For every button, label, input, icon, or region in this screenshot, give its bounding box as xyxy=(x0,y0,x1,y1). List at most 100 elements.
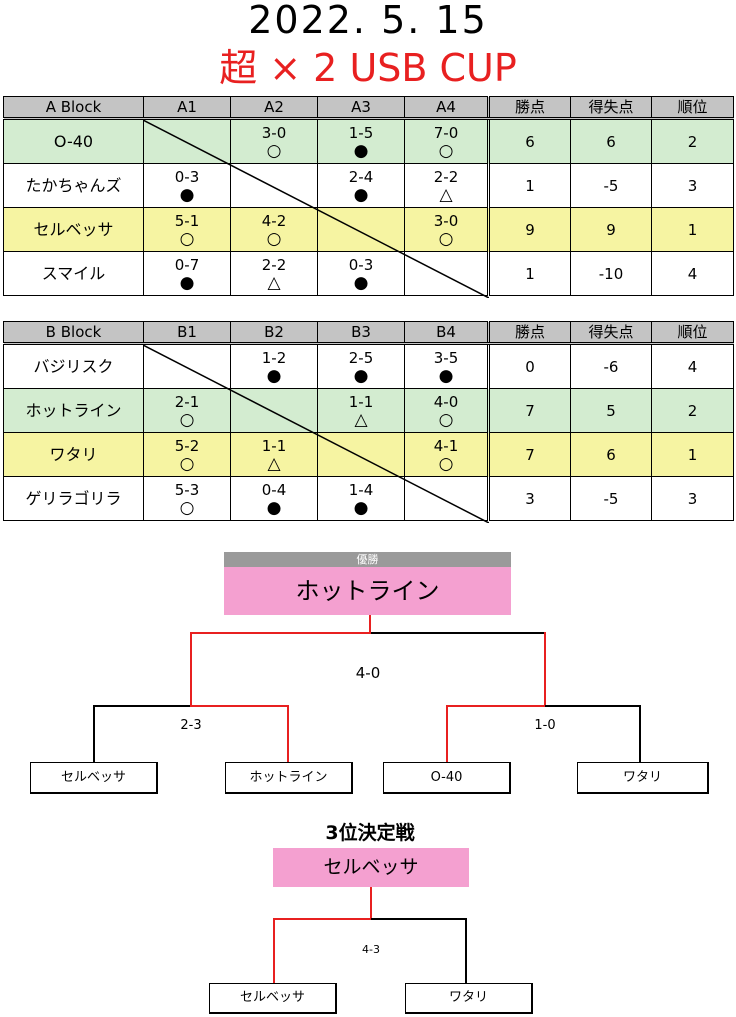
team-name: セルベッサ xyxy=(3,207,144,252)
team-points: 9 xyxy=(487,207,571,252)
bracket-team: セルベッサ xyxy=(30,762,158,794)
match-result: 2-1 ○ xyxy=(143,388,231,433)
team-diff: 6 xyxy=(570,432,652,477)
column-header: A2 xyxy=(230,96,318,120)
team-diff: -5 xyxy=(570,476,652,521)
team-name: ゲリラゴリラ xyxy=(3,476,144,521)
third-place-title: 3位決定戦 xyxy=(325,822,415,844)
result-mark: ○ xyxy=(179,228,195,249)
match-result: 1-1 △ xyxy=(230,432,318,477)
bracket-team: O-40 xyxy=(383,762,511,794)
team-points: 7 xyxy=(487,432,571,477)
team-rank: 4 xyxy=(651,343,734,389)
match-score: 2-5 xyxy=(348,348,374,367)
match-result: 0-3 ● xyxy=(143,163,231,208)
column-header: B2 xyxy=(230,321,318,345)
team-rank: 4 xyxy=(651,251,734,296)
team-diff: -10 xyxy=(570,251,652,296)
team-rank: 1 xyxy=(651,432,734,477)
result-mark: △ xyxy=(267,453,281,474)
match-result: 3-5 ● xyxy=(404,343,489,389)
column-header: 得失点 xyxy=(570,96,652,120)
result-mark: ● xyxy=(353,140,369,161)
team-points: 6 xyxy=(487,118,571,164)
match-result: 1-4 ● xyxy=(317,476,405,521)
team-name: たかちゃんズ xyxy=(3,163,144,208)
match-result xyxy=(317,432,405,477)
match-result xyxy=(143,118,231,164)
result-mark: ● xyxy=(179,184,195,205)
team-row: O-40 3-0 ○ 1-5 ● 7-0 ○ 6 6 2 xyxy=(3,118,734,164)
match-score: 1-2 xyxy=(261,348,287,367)
result-mark: ● xyxy=(353,497,369,518)
team-rank: 1 xyxy=(651,207,734,252)
result-mark: ● xyxy=(353,365,369,386)
match-score: 4-0 xyxy=(433,392,459,411)
result-mark: ○ xyxy=(438,409,454,430)
third-place-score: 4-3 xyxy=(362,943,380,956)
column-header: B1 xyxy=(143,321,231,345)
result-mark: ○ xyxy=(266,140,282,161)
result-mark: ○ xyxy=(266,228,282,249)
match-score: 2-2 xyxy=(433,167,459,186)
match-result: 0-3 ● xyxy=(317,251,405,296)
match-score: 5-1 xyxy=(174,211,200,230)
match-score: 1-5 xyxy=(348,123,374,142)
team-row: ホットライン 2-1 ○ 1-1 △ 4-0 ○ 7 5 2 xyxy=(3,388,734,433)
team-diff: 5 xyxy=(570,388,652,433)
bracket-team: ワタリ xyxy=(577,762,709,794)
result-mark: △ xyxy=(439,184,453,205)
column-header: 順位 xyxy=(651,321,734,345)
match-score: 4-2 xyxy=(261,211,287,230)
team-rank: 3 xyxy=(651,163,734,208)
match-result: 3-0 ○ xyxy=(230,118,318,164)
b-block-table: B Block B1 B2 B3 B4 勝点 得失点 順位 バジリスク 1-2 ● 2-5 ● 3-5 ● 0… xyxy=(3,321,734,521)
match-result: 0-7 ● xyxy=(143,251,231,296)
match-result: 4-1 ○ xyxy=(404,432,489,477)
match-result: 4-0 ○ xyxy=(404,388,489,433)
team-row: たかちゃんズ 0-3 ● 2-4 ● 2-2 △ 1 -5 3 xyxy=(3,163,734,208)
semifinal-left-score: 2-3 xyxy=(180,718,202,733)
result-mark: ● xyxy=(179,272,195,293)
match-score: 3-0 xyxy=(261,123,287,142)
third-place-winner-box: セルベッサ xyxy=(273,848,469,887)
match-score: 1-1 xyxy=(348,392,374,411)
column-header: B4 xyxy=(404,321,489,345)
team-name: バジリスク xyxy=(3,343,144,389)
match-result: 3-0 ○ xyxy=(404,207,489,252)
match-result: 4-2 ○ xyxy=(230,207,318,252)
event-date: 2022. 5. 15 xyxy=(248,0,488,42)
semifinal-right-score: 1-0 xyxy=(534,718,556,733)
match-score: 7-0 xyxy=(433,123,459,142)
match-score: 4-1 xyxy=(433,436,459,455)
team-name: ワタリ xyxy=(3,432,144,477)
column-header: B3 xyxy=(317,321,405,345)
match-score: 3-5 xyxy=(433,348,459,367)
team-points: 0 xyxy=(487,343,571,389)
match-score: 2-4 xyxy=(348,167,374,186)
column-header: B Block xyxy=(3,321,144,345)
result-mark: ○ xyxy=(438,140,454,161)
column-header: A4 xyxy=(404,96,489,120)
result-mark: ○ xyxy=(438,228,454,249)
team-rank: 3 xyxy=(651,476,734,521)
result-mark: ○ xyxy=(179,497,195,518)
match-result xyxy=(404,251,489,296)
match-result xyxy=(230,163,318,208)
match-result xyxy=(230,388,318,433)
match-score: 2-1 xyxy=(174,392,200,411)
result-mark: ● xyxy=(266,497,282,518)
champion-box: ホットライン xyxy=(224,567,511,615)
team-name: ホットライン xyxy=(3,388,144,433)
bracket-team: セルベッサ xyxy=(209,983,337,1014)
result-mark: △ xyxy=(267,272,281,293)
match-score: 0-7 xyxy=(174,255,200,274)
team-name: O-40 xyxy=(3,118,144,164)
team-points: 1 xyxy=(487,251,571,296)
team-diff: -6 xyxy=(570,343,652,389)
result-mark: ○ xyxy=(179,453,195,474)
champion-label: 優勝 xyxy=(224,552,511,567)
match-score: 5-2 xyxy=(174,436,200,455)
team-diff: -5 xyxy=(570,163,652,208)
